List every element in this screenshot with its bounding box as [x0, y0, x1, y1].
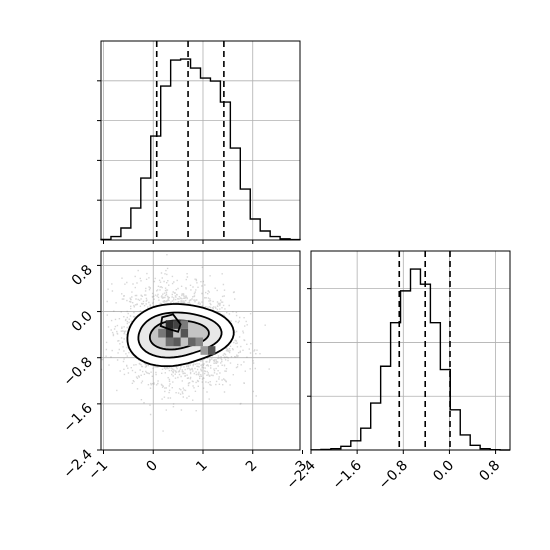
x-tick-label-3: 2 [243, 458, 261, 476]
histogram-step-line [310, 268, 510, 451]
y-tick-label-3: 0.0 [69, 308, 96, 335]
density-2d-panel: −1 0 1 2 3−2.4−1.6−0.80.00.8 [60, 250, 310, 483]
density-cell-0 [165, 320, 174, 329]
density-cell-3 [165, 328, 174, 338]
density-cell-7 [195, 337, 203, 347]
axes-frame [100, 250, 301, 451]
density-cell-1 [173, 320, 181, 329]
density-layer [101, 251, 300, 450]
density-cell-4 [158, 328, 166, 338]
histogram-param2-panel: −2.4 −1.6 −0.8 0.0 0.8 [283, 250, 511, 493]
x-tick-label-1: 0 [143, 458, 161, 476]
histogram-step-line [100, 58, 301, 241]
x-tick-label-0: −2.4 [283, 457, 318, 492]
density-cell-11 [200, 346, 208, 355]
y-tick-label-4: 0.8 [69, 262, 96, 289]
x-tick-label-4: 0.8 [476, 458, 503, 485]
density-cell-6 [173, 337, 181, 347]
x-tick-label-1: −1.6 [330, 457, 365, 492]
contour-inner [159, 313, 182, 333]
x-tick-label-2: −0.8 [376, 458, 411, 493]
density-cell-9 [180, 320, 189, 329]
density-cell-2 [180, 328, 189, 338]
axes-frame [310, 250, 511, 451]
density-cell-5 [188, 337, 196, 347]
density-cell-8 [207, 346, 216, 355]
density-cell-10 [165, 337, 174, 347]
y-tick-label-2: −0.8 [60, 354, 95, 389]
y-tick-label-1: −1.6 [60, 400, 95, 435]
x-tick-label-3: 0.0 [430, 458, 457, 485]
axes-frame [100, 40, 301, 241]
histogram-param1-panel [97, 40, 301, 244]
x-tick-label-2: 1 [193, 458, 211, 476]
scatter-points [101, 254, 270, 432]
